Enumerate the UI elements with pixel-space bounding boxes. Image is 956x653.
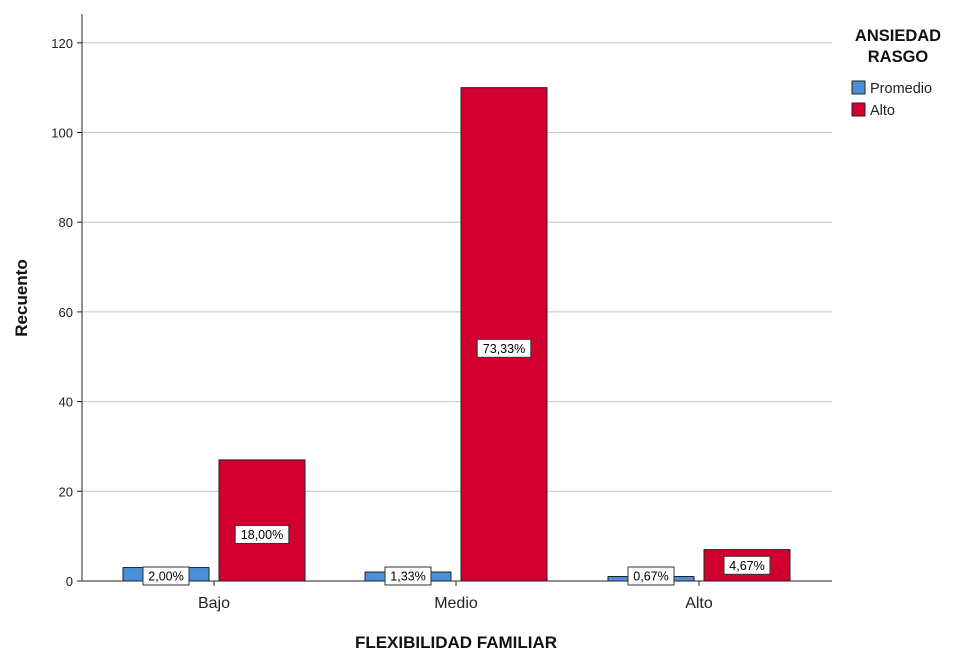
data-labels: 2,00% 1,33% 0,67% 18,00% 73,33% 4,67% (142, 338, 771, 586)
x-tick-label: Medio (434, 595, 478, 612)
axes: 0 20 40 60 80 100 120 Bajo Medio Alto (51, 14, 832, 612)
x-axis-title: FLEXIBILIDAD FAMILIAR (355, 633, 557, 652)
data-label: 0,67% (633, 570, 668, 584)
data-label: 2,00% (148, 570, 183, 584)
bar-alto-bajo (218, 459, 306, 582)
legend-label-promedio: Promedio (870, 81, 932, 97)
data-label: 1,33% (390, 570, 425, 584)
data-label: 4,67% (729, 559, 764, 573)
data-label-box (723, 555, 771, 575)
data-label: 73,33% (483, 342, 525, 356)
y-tick-label: 20 (59, 484, 73, 499)
legend-swatch-alto (851, 102, 866, 117)
legend-title-line-2: RASGO (868, 48, 929, 66)
bars (122, 87, 791, 582)
y-tick-label: 80 (59, 215, 73, 230)
data-label: 18,00% (241, 528, 283, 542)
y-tick-label: 40 (59, 395, 73, 410)
y-tick-label: 120 (51, 36, 73, 51)
y-axis-title: Recuento (12, 259, 31, 336)
data-label-box (234, 524, 290, 544)
x-tick-label: Bajo (198, 595, 230, 612)
y-tick-label: 0 (66, 574, 73, 589)
legend-label-alto: Alto (870, 103, 895, 119)
legend-swatch-promedio (851, 80, 866, 95)
gridlines (82, 42, 832, 492)
data-label-box (142, 566, 190, 586)
x-tick-label: Alto (685, 595, 713, 612)
legend: ANSIEDAD RASGO Promedio Alto (851, 27, 941, 119)
data-label-box (476, 338, 532, 358)
y-tick-label: 100 (51, 126, 73, 141)
bar-alto-medio (460, 87, 548, 582)
y-tick-label: 60 (59, 305, 73, 320)
data-label-box (627, 566, 675, 586)
legend-title-line-1: ANSIEDAD (855, 27, 941, 45)
data-label-box (384, 566, 432, 586)
